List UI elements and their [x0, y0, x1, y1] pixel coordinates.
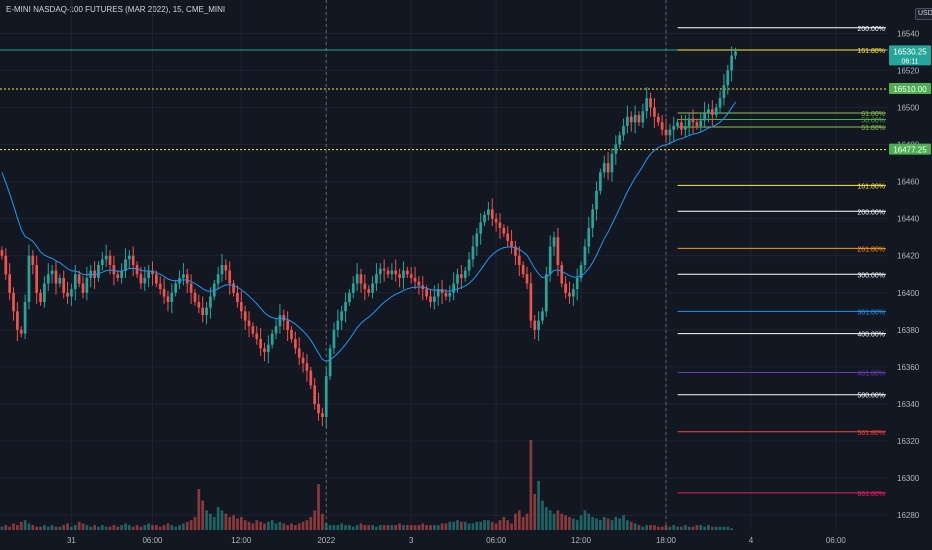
chart-title: E-MINI NASDAQ-100 FUTURES (MAR 2022), 15… [6, 5, 226, 14]
currency-badge[interactable]: USD [915, 8, 932, 20]
